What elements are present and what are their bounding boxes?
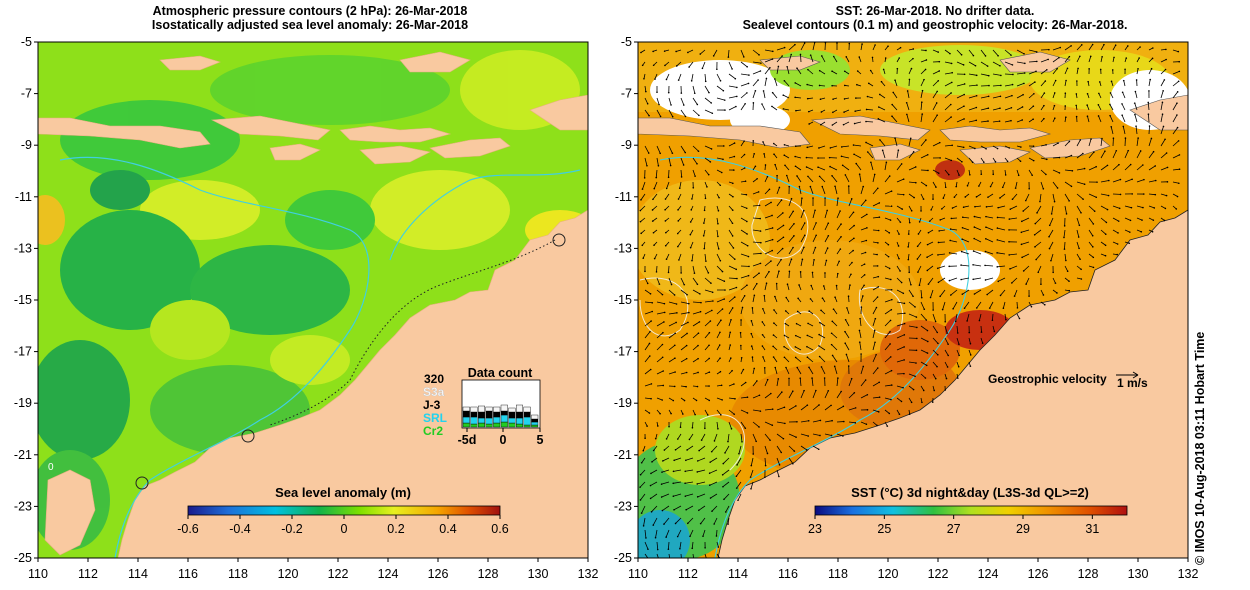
longitude-tick-label: 124: [978, 567, 999, 581]
longitude-tick-label: 128: [478, 567, 499, 581]
data-count-tick: 0: [500, 433, 507, 447]
data-count-tick: -5d: [458, 433, 477, 447]
sst-colorbar-title: SST (°C) 3d night&day (L3S-3d QL>=2): [851, 485, 1089, 500]
longitude-tick-label: 126: [1028, 567, 1049, 581]
velocity-legend: Geostrophic velocity 1 m/s: [988, 371, 1148, 390]
longitude-tick-label: 120: [878, 567, 899, 581]
colorbar-tick-label: 25: [877, 522, 891, 536]
colorbar-tick-label: -0.6: [177, 522, 199, 536]
latitude-tick-label: -7: [21, 87, 32, 101]
longitude-tick-label: 116: [178, 567, 198, 581]
longitude-tick-label: 112: [678, 567, 698, 581]
longitude-tick-label: 110: [628, 567, 648, 581]
latitude-tick-label: -9: [621, 138, 632, 152]
latitude-tick-label: -15: [14, 293, 32, 307]
latitude-tick-label: -15: [614, 293, 632, 307]
left-map-axes: -5 -7 -9 -11 -13 -15 -17 -19 -21 -23 -25 110 112 114 1…: [14, 35, 599, 581]
right-title-line1: SST: 26-Mar-2018. No drifter data.: [835, 4, 1035, 18]
sla-field: [38, 50, 588, 550]
tide-gauge-marker: [241, 429, 255, 443]
latitude-tick-label: -25: [614, 551, 632, 565]
colorbar-tick-label: -0.4: [229, 522, 251, 536]
latitude-tick-label: -11: [15, 190, 32, 204]
longitude-tick-label: 120: [278, 567, 299, 581]
latitude-tick-label: -11: [615, 190, 632, 204]
latitude-tick-label: -7: [621, 87, 632, 101]
australia-landmass-right: [717, 209, 1188, 558]
latitude-tick-label: -5: [621, 35, 632, 49]
tide-gauge-marker: [135, 476, 149, 490]
satellite-label: J-3: [423, 398, 441, 412]
right-title-line2: Sealevel contours (0.1 m) and geostrophi…: [742, 18, 1128, 32]
colorbar-tick-label: 29: [1016, 522, 1030, 536]
latitude-tick-label: -21: [14, 448, 32, 462]
colorbar-tick-label: 27: [947, 522, 961, 536]
latitude-tick-label: -19: [614, 396, 632, 410]
longitude-tick-label: 130: [528, 567, 549, 581]
latitude-tick-label: -21: [614, 448, 632, 462]
longitude-tick-label: 130: [1128, 567, 1149, 581]
latitude-tick-label: -17: [14, 345, 32, 359]
latitude-tick-label: -5: [21, 35, 32, 49]
longitude-tick-label: 126: [428, 567, 449, 581]
velocity-legend-scale: 1 m/s: [1117, 376, 1148, 390]
sea-level-anomaly-map: 0: [38, 42, 588, 558]
colorbar-tick-label: 0: [341, 522, 348, 536]
latitude-tick-label: -23: [614, 499, 632, 513]
latitude-tick-label: -17: [614, 345, 632, 359]
longitude-tick-label: 132: [1178, 567, 1199, 581]
longitude-tick-label: 110: [28, 567, 48, 581]
longitude-tick-label: 112: [78, 567, 98, 581]
satellite-label: SRL: [423, 411, 447, 425]
latitude-tick-label: -9: [21, 138, 32, 152]
latitude-tick-label: -19: [14, 396, 32, 410]
colorbar-tick-label: 0.6: [491, 522, 508, 536]
left-title-line2: Isostatically adjusted sea level anomaly…: [151, 18, 469, 32]
satellite-label: Cr2: [423, 424, 443, 438]
geostrophic-velocity-vectors: [639, 42, 1181, 558]
credit-text: © IMOS 10-Aug-2018 03:11 Hobart Time: [1193, 331, 1207, 565]
longitude-tick-label: 124: [378, 567, 399, 581]
pressure-contour: [269, 239, 556, 426]
colorbar-tick-label: 23: [808, 522, 822, 536]
sst-colorbar: SST (°C) 3d night&day (L3S-3d QL>=2) 23 2…: [808, 485, 1128, 536]
longitude-tick-label: 122: [928, 567, 949, 581]
isobath-line: [59, 156, 370, 558]
sealevel-contours: [639, 197, 904, 471]
latitude-tick-label: -25: [14, 551, 32, 565]
contour-label: 0: [48, 462, 54, 473]
latitude-tick-label: -13: [14, 241, 32, 255]
latitude-tick-label: -23: [14, 499, 32, 513]
colorbar-tick-label: 0.4: [439, 522, 456, 536]
longitude-tick-label: 114: [728, 567, 748, 581]
sst-map: [638, 42, 1188, 558]
right-map-axes: -5 -7 -9 -11 -13 -15 -17 -19 -21 -23 -25 110 112 114 1…: [614, 35, 1199, 581]
longitude-tick-label: 114: [128, 567, 148, 581]
velocity-legend-label: Geostrophic velocity: [988, 372, 1107, 386]
longitude-tick-label: 118: [228, 567, 248, 581]
colorbar-tick-label: 0.2: [387, 522, 404, 536]
longitude-tick-label: 118: [828, 567, 848, 581]
longitude-tick-label: 116: [778, 567, 798, 581]
coastal-land-sw: [44, 469, 96, 556]
colorbar-tick-label: 31: [1085, 522, 1099, 536]
data-count-title: Data count: [468, 366, 533, 380]
longitude-tick-label: 132: [578, 567, 599, 581]
satellite-label: S3a: [423, 385, 445, 399]
data-count-tick: 5: [537, 433, 544, 447]
left-title-line1: Atmospheric pressure contours (2 hPa): 2…: [152, 4, 468, 18]
latitude-tick-label: -13: [614, 241, 632, 255]
islands: [38, 51, 588, 165]
colorbar-tick-label: -0.2: [281, 522, 303, 536]
longitude-tick-label: 122: [328, 567, 349, 581]
sla-colorbar: Sea level anomaly (m) -0.6 -0.4 -0.2 0 0.2 0.…: [177, 485, 509, 536]
data-count-max: 320: [424, 372, 444, 386]
tide-gauge-marker: [552, 233, 566, 247]
sla-colorbar-title: Sea level anomaly (m): [275, 485, 411, 500]
longitude-tick-label: 128: [1078, 567, 1099, 581]
